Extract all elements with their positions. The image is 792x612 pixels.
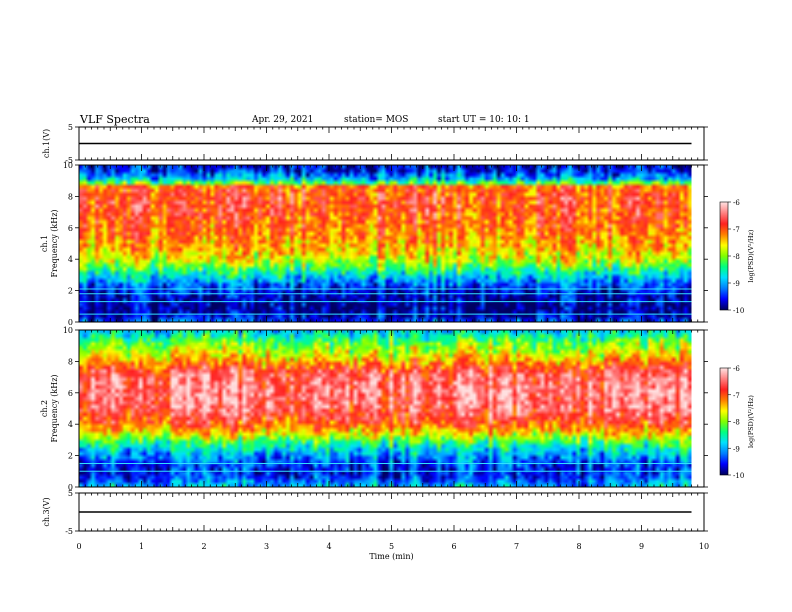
y-tick-label: 0 [68, 318, 73, 327]
colorbar [720, 368, 728, 475]
colorbar-label: log(PSD)(V²/Hz) [747, 395, 755, 448]
y-tick-label: -5 [65, 156, 73, 165]
x-tick-label: 8 [576, 542, 581, 551]
y-tick-label: 8 [68, 357, 73, 366]
y-tick-label: 10 [63, 326, 73, 335]
y-tick-label: 4 [68, 255, 73, 264]
y-tick-label: 5 [68, 489, 73, 498]
y-tick-label: 6 [68, 389, 73, 398]
y-tick-label: 0 [68, 483, 73, 492]
start-time-label: start UT = 10: 10: 1 [438, 115, 530, 125]
y-tick-label: 2 [68, 452, 73, 461]
spectrogram-image [79, 165, 692, 322]
colorbar-tick-label: -10 [733, 307, 744, 315]
colorbar-tick-label: -9 [733, 445, 740, 453]
colorbar-tick-label: -8 [733, 419, 740, 427]
x-tick-label: 0 [76, 542, 81, 551]
x-tick-label: 7 [514, 542, 519, 551]
x-tick-label: 4 [326, 542, 331, 551]
colorbar-tick-label: -7 [733, 392, 740, 400]
y-axis-label: ch.1(V) [42, 129, 51, 158]
colorbar-tick-label: -7 [733, 226, 740, 234]
x-tick-label: 9 [639, 542, 644, 551]
x-tick-label: 10 [699, 542, 709, 551]
x-tick-label: 1 [139, 542, 144, 551]
colorbar-tick-label: -6 [733, 365, 740, 373]
y-axis-label: Frequency (kHz) [50, 374, 59, 442]
y-axis-label: ch.3(V) [42, 497, 51, 526]
y-axis-label: ch.1 [40, 235, 49, 252]
station-label: station= MOS [344, 115, 409, 125]
y-tick-label: 5 [68, 123, 73, 132]
colorbar-tick-label: -9 [733, 280, 740, 288]
y-axis-label: ch.2 [40, 400, 49, 417]
x-tick-label: 3 [264, 542, 269, 551]
x-tick-label: 6 [451, 542, 456, 551]
y-tick-label: -5 [65, 527, 73, 536]
x-tick-label: 5 [389, 542, 394, 551]
colorbar-label: log(PSD)(V²/Hz) [747, 229, 755, 282]
y-axis-label: Frequency (kHz) [50, 209, 59, 277]
y-tick-label: 8 [68, 192, 73, 201]
colorbar [720, 202, 728, 310]
x-axis-label: Time (min) [369, 552, 413, 561]
y-tick-label: 10 [63, 161, 73, 170]
y-tick-label: 4 [68, 420, 73, 429]
colorbar-tick-label: -10 [733, 472, 744, 480]
y-tick-label: 6 [68, 224, 73, 233]
x-tick-label: 2 [201, 542, 206, 551]
colorbar-tick-label: -6 [733, 199, 740, 207]
colorbar-tick-label: -8 [733, 253, 740, 261]
chart-title: VLF Spectra [80, 113, 150, 126]
y-tick-label: 2 [68, 287, 73, 296]
date-label: Apr. 29, 2021 [252, 115, 314, 125]
spectrogram-image [79, 330, 692, 487]
